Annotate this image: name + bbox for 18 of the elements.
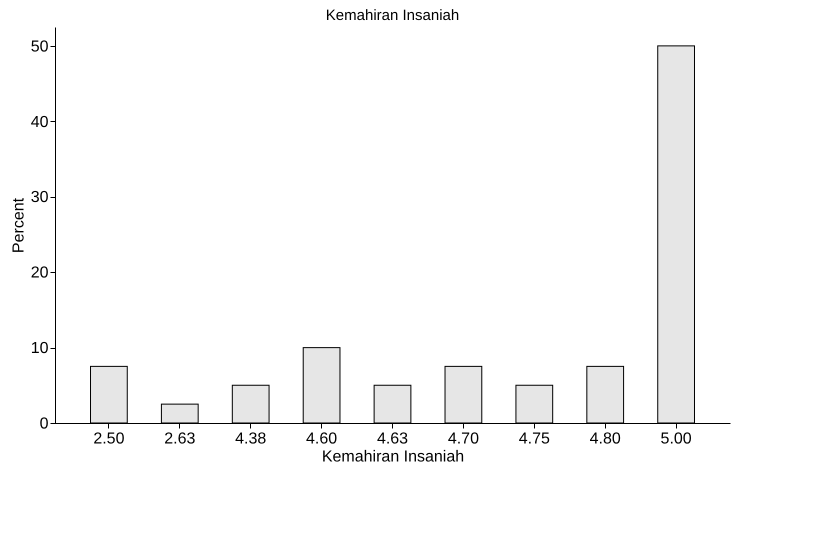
x-tick-label: 4.75 — [518, 430, 550, 448]
y-axis-title: Percent — [10, 197, 28, 254]
y-tick-label: 30 — [30, 189, 49, 206]
x-tick-label: 4.70 — [448, 430, 480, 448]
chart-title: Kemahiran Insaniah — [326, 7, 460, 24]
x-tick-label: 4.60 — [306, 430, 338, 448]
x-axis-title: Kemahiran Insaniah — [322, 448, 464, 466]
x-tick-label: 5.00 — [660, 430, 692, 448]
y-tick-label: 10 — [30, 340, 49, 358]
y-tick-label: 20 — [30, 264, 49, 282]
y-tick-label: 0 — [40, 416, 49, 432]
y-tick-label: 40 — [30, 114, 49, 131]
x-tick-label: 4.38 — [235, 430, 266, 448]
x-tick-label: 4.63 — [376, 430, 408, 448]
x-tick-label: 2.50 — [93, 430, 125, 448]
x-tick-label: 2.63 — [164, 430, 196, 448]
x-tick-label: 4.80 — [590, 430, 621, 448]
y-tick-label: 50 — [30, 38, 49, 56]
